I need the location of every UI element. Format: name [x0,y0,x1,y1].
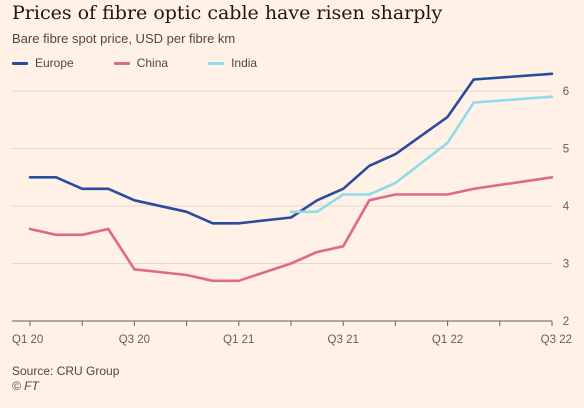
legend-item-europe: Europe [12,56,74,70]
y-tick-label-4: 4 [563,201,570,213]
legend-swatch-europe [12,61,28,65]
legend: Europe China India [12,55,297,71]
x-axis-ticks: Q1 20 Q3 20 Q1 21 Q3 21 Q1 22 Q3 22 [12,334,572,346]
legend-item-china: China [113,56,169,70]
legend-item-india: India [208,56,257,70]
series-line-europe [28,72,554,225]
y-axis-ticks: 2 3 4 5 6 [563,86,570,328]
y-tick-label-5: 5 [563,144,569,156]
credit-note: © FT [12,379,39,393]
x-tick-label-q1-20: Q1 20 [12,334,43,346]
legend-swatch-india [208,61,225,65]
gridlines [12,90,552,264]
chart-title: Prices of fibre optic cable have risen s… [12,2,443,24]
series-line-china [28,176,554,283]
x-axis [12,320,553,326]
x-tick-label-q3-21: Q3 21 [328,334,359,346]
y-tick-label-3: 3 [563,259,569,271]
x-tick-label-q3-20: Q3 20 [119,334,150,346]
legend-label-china: China [136,56,169,70]
chart-subtitle: Bare fibre spot price, USD per fibre km [12,31,236,46]
series-line-india [289,95,554,214]
series-lines [28,72,554,283]
x-tick-label-q3-22: Q3 22 [541,334,572,346]
legend-swatch-china [113,61,130,65]
source-note: Source: CRU Group [12,364,120,378]
legend-label-india: India [231,56,258,70]
x-tick-label-q1-22: Q1 22 [432,334,463,346]
y-tick-label-6: 6 [563,86,569,98]
legend-label-europe: Europe [35,56,74,70]
y-tick-label-2: 2 [563,316,569,328]
x-tick-label-q1-21: Q1 21 [223,334,254,346]
